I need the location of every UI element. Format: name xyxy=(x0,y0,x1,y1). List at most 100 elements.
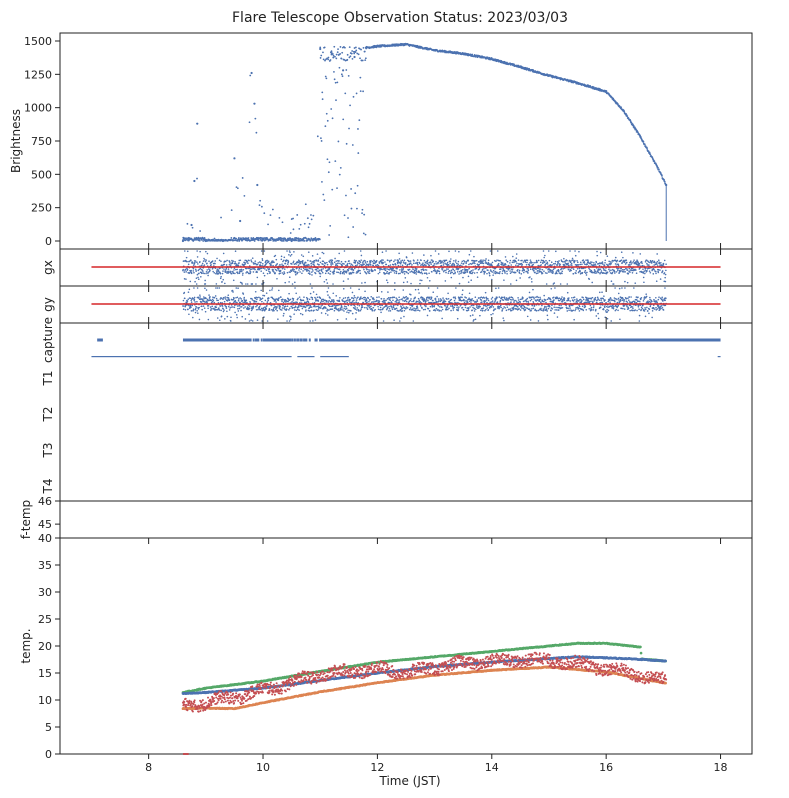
gx-point xyxy=(223,263,226,266)
gy-point xyxy=(360,296,362,298)
gx-point xyxy=(343,263,345,265)
brightness-point xyxy=(339,166,342,169)
gy-point xyxy=(203,300,206,303)
gx-point xyxy=(272,264,274,267)
gx-point xyxy=(622,256,624,259)
gy-point xyxy=(487,298,489,300)
gy-point xyxy=(320,300,323,302)
brightness-point xyxy=(338,66,341,69)
gx-point xyxy=(579,261,582,264)
gx-point xyxy=(475,267,478,270)
gy-point xyxy=(386,306,389,309)
gy-point xyxy=(351,291,354,294)
gy-point xyxy=(270,304,273,307)
gx-point xyxy=(635,272,638,275)
gy-point xyxy=(281,307,284,309)
gx-point xyxy=(609,261,612,263)
gx-point xyxy=(482,259,484,261)
brightness-point xyxy=(235,186,238,188)
gx-point xyxy=(447,272,450,274)
gy-point xyxy=(406,307,409,309)
gy-point xyxy=(388,307,391,310)
gy-point xyxy=(248,320,251,322)
gx-point xyxy=(206,269,209,271)
brightness-point xyxy=(256,183,259,187)
gx-point xyxy=(307,251,310,253)
gy-point xyxy=(182,308,185,311)
gx-point xyxy=(242,268,245,271)
gx-point xyxy=(229,264,232,266)
gx-point xyxy=(562,263,565,266)
gy-point xyxy=(342,297,345,300)
gx-point xyxy=(626,281,629,284)
gx-point xyxy=(223,268,225,270)
brightness-point xyxy=(249,74,252,77)
gy-point xyxy=(329,297,331,299)
gy-point xyxy=(418,309,421,312)
brightness-point xyxy=(361,212,363,214)
gy-point xyxy=(330,305,332,308)
gy-point xyxy=(196,309,198,312)
gx-point xyxy=(292,261,295,264)
brightness-point xyxy=(364,59,367,62)
gy-point xyxy=(436,301,438,304)
gx-point xyxy=(547,271,550,273)
gy-point xyxy=(485,308,487,311)
gy-point xyxy=(207,307,209,310)
gx-point xyxy=(329,259,332,261)
gx-point xyxy=(552,268,555,271)
gx-point xyxy=(530,278,533,280)
gx-point xyxy=(591,281,594,284)
gx-point xyxy=(251,268,253,271)
gx-point xyxy=(559,283,562,285)
gy-point xyxy=(290,305,293,308)
gy-point xyxy=(432,299,434,302)
gy-point xyxy=(269,289,271,292)
gx-point xyxy=(461,271,463,273)
gy-point xyxy=(377,305,379,308)
gx-point xyxy=(232,272,235,275)
gx-point xyxy=(254,268,256,271)
gx-point xyxy=(458,273,460,275)
gx-point xyxy=(539,261,542,264)
gy-point xyxy=(230,306,233,308)
gx-point xyxy=(297,261,300,264)
gx-point xyxy=(394,259,396,261)
gx-point xyxy=(413,271,416,273)
gy-point xyxy=(357,296,359,299)
gy-point xyxy=(425,305,427,308)
gx-point xyxy=(397,272,400,275)
gx-point xyxy=(186,260,188,263)
brightness-point xyxy=(236,187,239,190)
gx-point xyxy=(536,272,539,274)
brightness-point xyxy=(263,212,266,215)
gy-point xyxy=(232,306,234,308)
brightness-point xyxy=(363,213,366,216)
gy-point xyxy=(499,304,502,307)
gx-point xyxy=(381,262,384,265)
gy-point xyxy=(335,295,338,297)
gx-point xyxy=(508,267,511,270)
gx-point xyxy=(621,261,623,264)
brightness-point xyxy=(196,122,199,125)
gx-point xyxy=(397,264,400,267)
gx-point xyxy=(453,263,456,266)
gx-point xyxy=(319,275,322,278)
gy-point xyxy=(446,306,449,308)
gy-point xyxy=(338,300,341,303)
gx-point xyxy=(457,263,459,266)
gx-point xyxy=(221,272,224,275)
gx-point xyxy=(473,259,476,262)
gx-point xyxy=(557,268,560,271)
gx-point xyxy=(494,267,497,270)
gx-point xyxy=(299,260,302,263)
gy-point xyxy=(268,309,271,311)
gx-point xyxy=(403,259,406,262)
gx-point xyxy=(467,275,470,278)
gx-point xyxy=(493,272,495,274)
gy-point xyxy=(213,301,216,304)
gx-point xyxy=(258,261,261,263)
gy-point xyxy=(259,308,262,311)
gy-point xyxy=(393,319,395,321)
gx-point xyxy=(345,264,347,267)
